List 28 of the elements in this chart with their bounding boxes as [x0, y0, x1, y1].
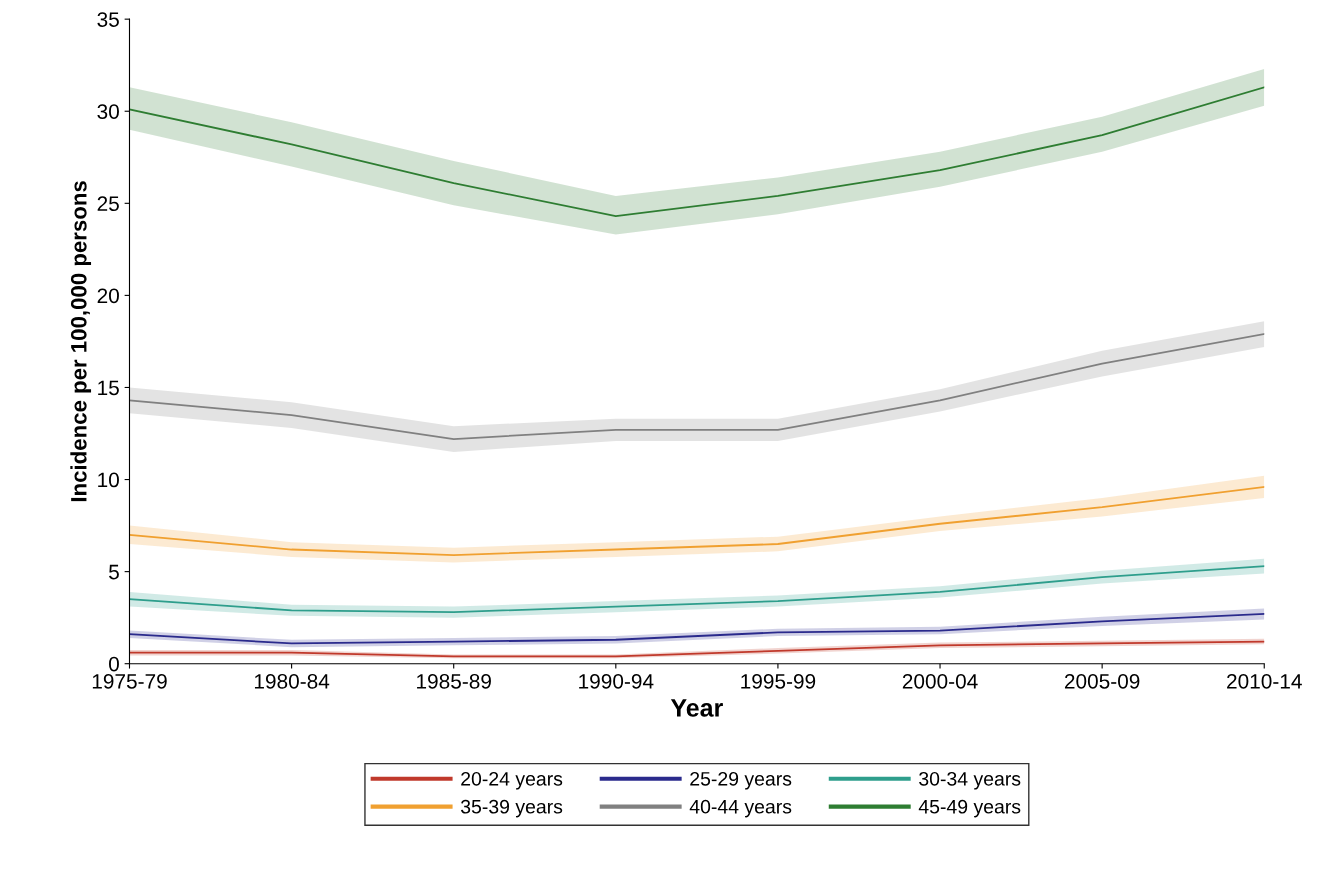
y-axis-title: Incidence per 100,000 persons	[70, 181, 92, 502]
line-series	[129, 333, 1265, 440]
line-series	[129, 86, 1265, 218]
legend-label: 40-44 years	[689, 799, 792, 818]
line-series	[129, 486, 1265, 556]
legend-label: 20-24 years	[461, 771, 563, 790]
x-tick-label: 1995-99	[741, 673, 816, 689]
legend-label: 45-49 years	[918, 799, 1021, 818]
legend-label: 25-29 years	[690, 771, 792, 790]
y-tick-label: 35	[97, 12, 119, 27]
x-tick-label: 1990-94	[579, 673, 654, 689]
x-tick-label: 2010-14	[1227, 673, 1302, 689]
legend-label: 30-34 years	[919, 771, 1021, 790]
y-tick-label: 30	[97, 104, 119, 119]
y-tick-label: 25	[97, 196, 119, 212]
x-tick-label: 1980-84	[254, 673, 330, 689]
y-tick-label: 5	[109, 564, 119, 580]
x-tick-label: 2005-09	[1064, 673, 1140, 689]
x-tick-label: 2000-04	[902, 673, 978, 689]
x-tick-label: 1985-89	[417, 673, 491, 689]
y-tick-label: 0	[109, 656, 119, 672]
y-tick-label: 10	[98, 472, 119, 488]
y-tick-label: 15	[98, 380, 119, 396]
y-tick-label: 20	[97, 288, 119, 304]
legend-label: 35-39 years	[460, 799, 563, 818]
x-axis-title: Year	[670, 699, 723, 717]
line-series	[129, 565, 1265, 614]
x-tick-label: 1975-79	[92, 673, 167, 689]
